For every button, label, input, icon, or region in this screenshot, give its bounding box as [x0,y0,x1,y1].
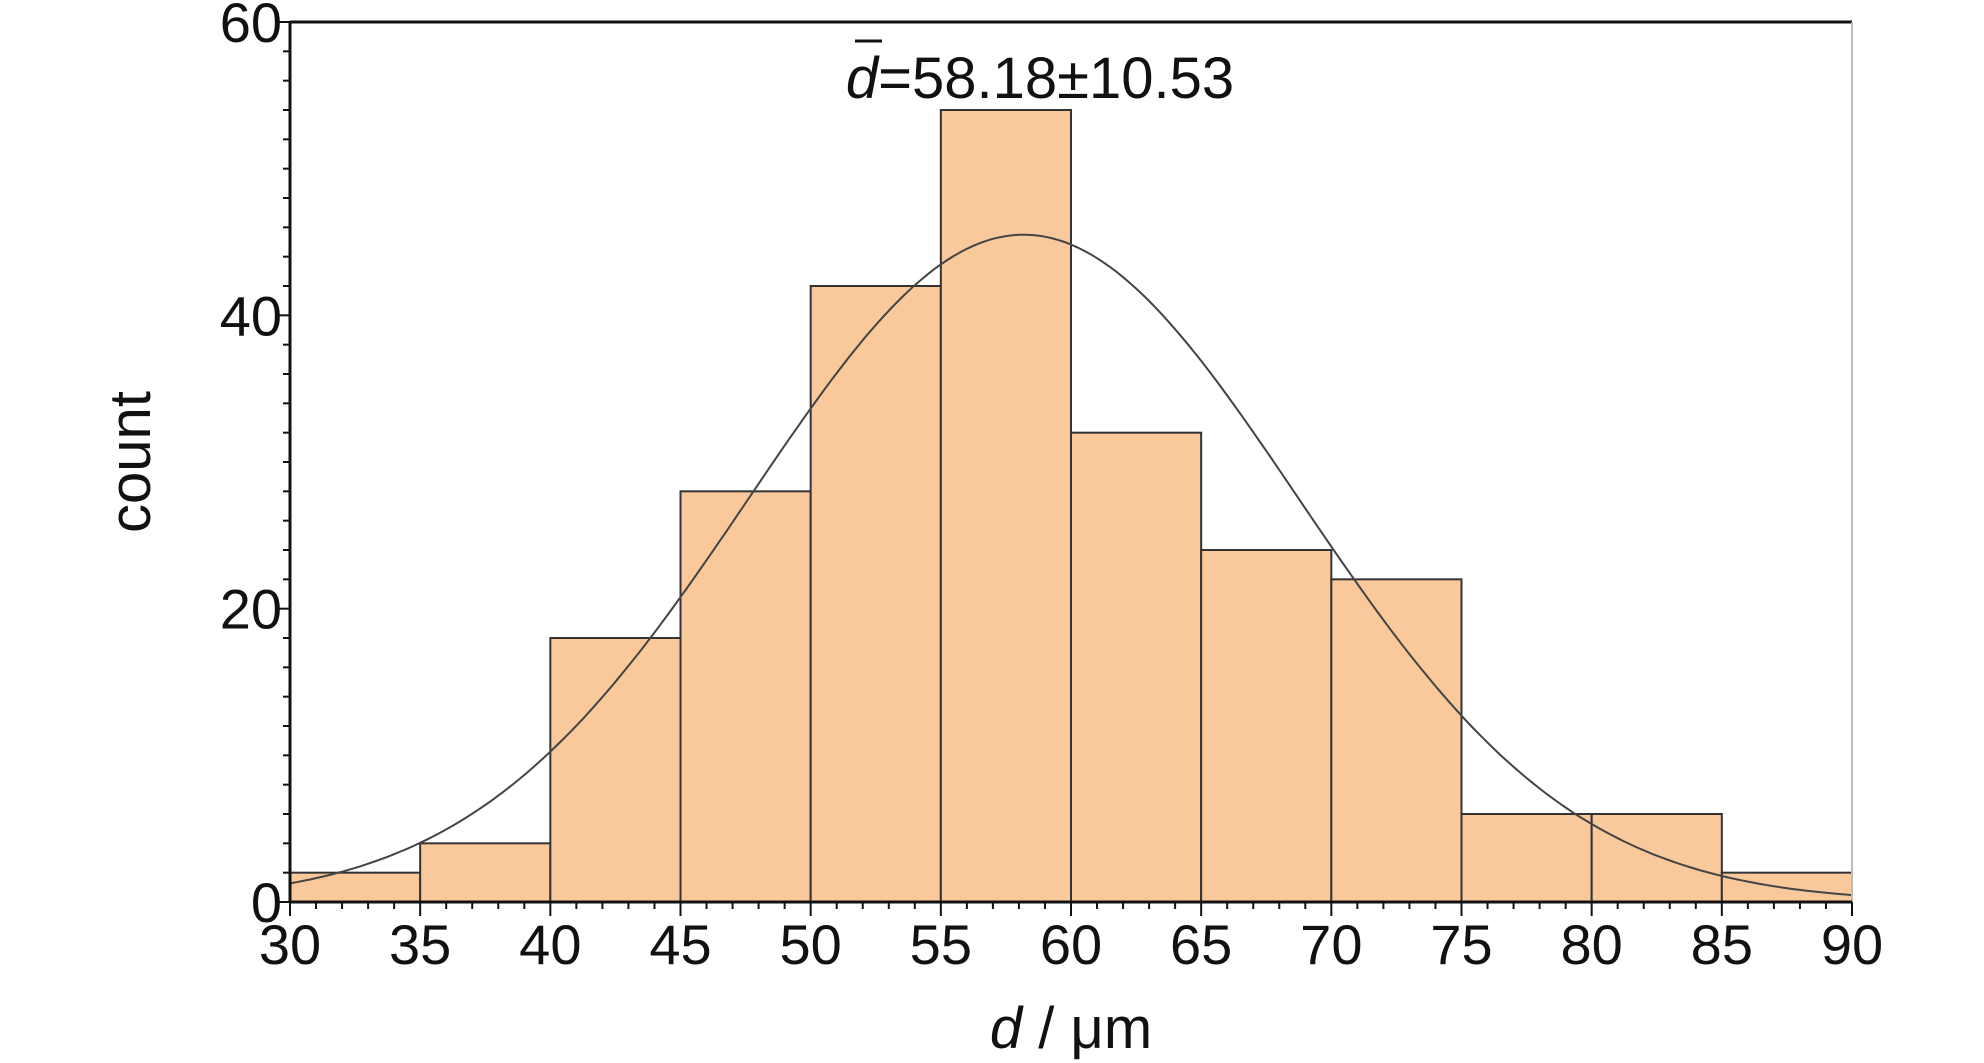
y-tick-label: 60 [220,0,282,54]
histogram-bar [1200,549,1333,903]
x-axis-unit: / μm [1022,996,1152,1061]
bars-group [289,109,1854,904]
y-tick-label: 0 [251,871,282,934]
histogram-bar [1460,813,1593,903]
x-tick-label: 30 [259,913,321,976]
y-tick-labels: 0 20 40 60 [220,0,282,934]
x-tick-label: 45 [649,913,711,976]
x-tick-label: 75 [1430,913,1492,976]
histogram-bar [1590,813,1723,903]
histogram-bar [419,842,552,903]
x-tick-label: 55 [910,913,972,976]
x-axis-label: d / μm [990,996,1152,1061]
x-tick-labels: 30 35 40 45 50 55 60 65 70 75 80 85 90 [259,913,1883,976]
mean-value: =58.18±10.53 [878,46,1234,111]
x-tick-label: 80 [1561,913,1623,976]
histogram-bar [939,109,1072,903]
histogram-bar [549,637,682,903]
histogram-bar [1070,431,1203,903]
y-tick-label: 40 [220,284,282,347]
x-tick-label: 65 [1170,913,1232,976]
y-axis-label: count [98,391,163,533]
histogram-bar [809,285,942,903]
normal-fit-curve [289,233,1853,897]
mean-annotation: d=58.18±10.53 [846,46,1234,111]
histogram-bar [289,871,422,904]
y-tick-label: 20 [220,578,282,641]
x-axis-symbol: d [990,996,1024,1061]
x-tick-label: 70 [1300,913,1362,976]
x-tick-label: 85 [1691,913,1753,976]
x-tick-label: 50 [780,913,842,976]
histogram-bar [679,490,812,903]
x-tick-label: 40 [519,913,581,976]
x-tick-label: 60 [1040,913,1102,976]
x-tick-label: 35 [389,913,451,976]
x-tick-label: 90 [1821,913,1883,976]
histogram-bar [1330,578,1463,903]
ticks-group [276,21,1853,916]
mean-symbol: d [846,46,880,111]
